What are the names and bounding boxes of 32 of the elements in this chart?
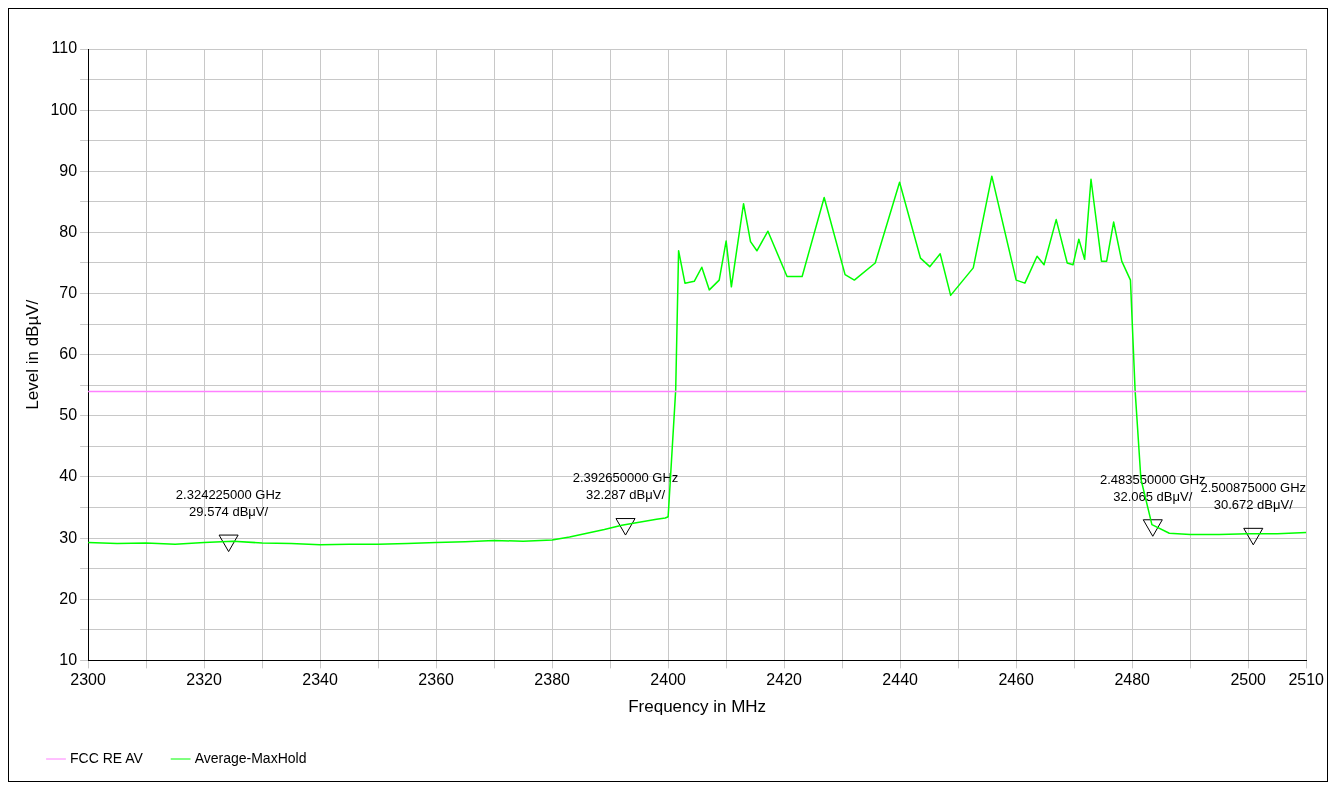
y-tick-label: 90 xyxy=(59,161,78,179)
legend-label: Average-MaxHold xyxy=(194,749,307,766)
point xyxy=(615,518,636,536)
y-tick-label: 30 xyxy=(59,528,78,546)
x-tick-label: 2500 xyxy=(1230,671,1267,689)
y-axis-title: Level in dBµV/ xyxy=(22,299,42,410)
y-tick-label: 100 xyxy=(50,100,78,118)
point xyxy=(218,534,239,553)
y-tick-label: 80 xyxy=(59,222,78,240)
annotation: 2.324225000 GHz 29.574 dBμV/ xyxy=(175,486,282,519)
point xyxy=(1142,519,1163,537)
y-tick-label: 70 xyxy=(59,283,78,301)
x-tick-label: 2460 xyxy=(998,671,1035,689)
x-tick-label: 2400 xyxy=(650,671,687,689)
x-tick-label: 2340 xyxy=(302,671,339,689)
x-tick-label: 2480 xyxy=(1114,671,1151,689)
x-tick-label: 2380 xyxy=(534,671,571,689)
x-tick-label: 2440 xyxy=(882,671,919,689)
point xyxy=(1243,527,1264,546)
x-tick-label: 2300 xyxy=(70,671,106,689)
y-tick-label: 50 xyxy=(59,406,78,424)
y-tick-label: 60 xyxy=(59,345,78,363)
legend-label: FCC RE AV xyxy=(70,749,144,766)
x-tick-label: 2320 xyxy=(186,671,222,689)
y-tick-label: 110 xyxy=(51,39,78,57)
y-tick-label: 10 xyxy=(59,650,78,668)
y-tick-label: 40 xyxy=(59,467,78,485)
x-tick-label: 2420 xyxy=(766,671,803,689)
x-axis-title: Frequency in MHz xyxy=(628,697,767,717)
x-tick-label: 2510 xyxy=(1288,671,1325,689)
x-tick-label: 2360 xyxy=(418,671,455,689)
y-tick-label: 20 xyxy=(59,589,78,607)
